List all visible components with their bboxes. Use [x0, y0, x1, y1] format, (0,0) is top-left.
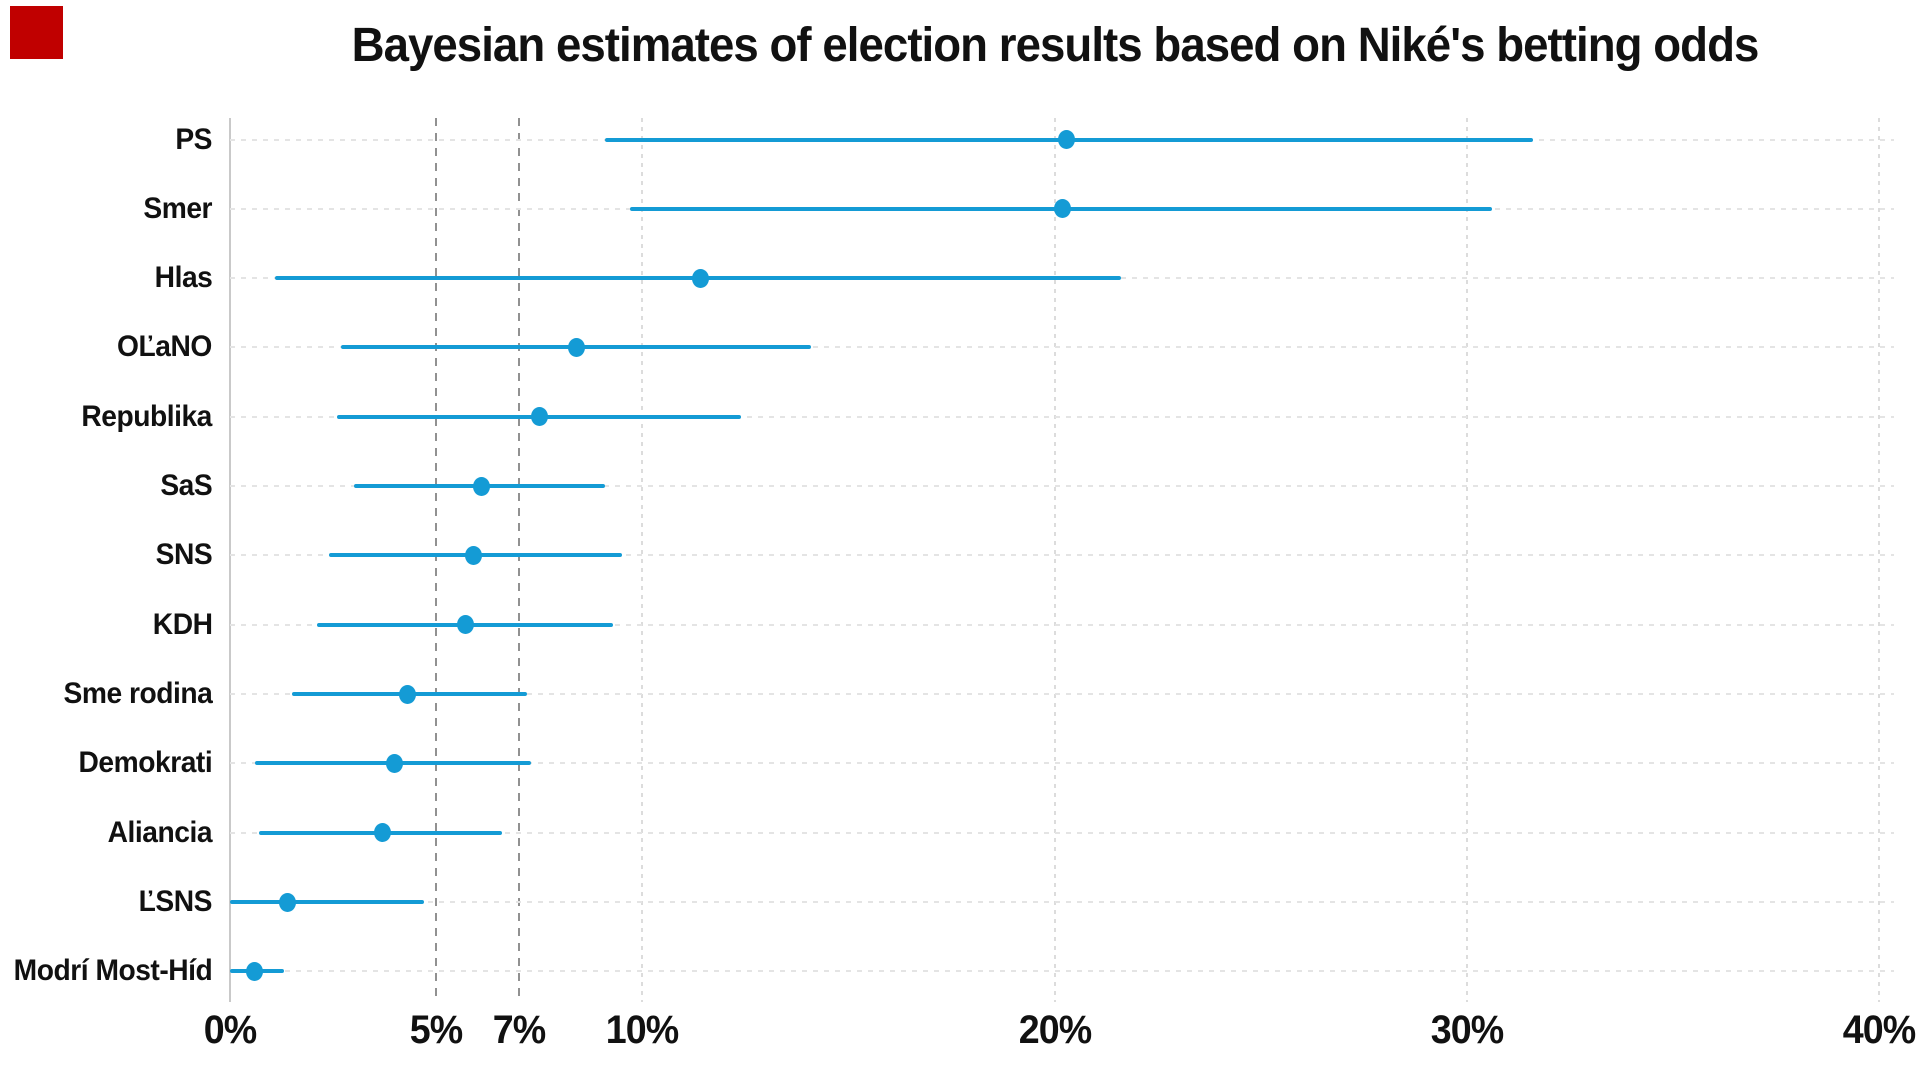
x-tick-label: 20%: [1018, 1008, 1091, 1052]
row-gridline: [230, 554, 1894, 557]
row-gridline: [230, 415, 1894, 418]
estimate-dot: [279, 892, 297, 912]
party-label: Hlas: [154, 261, 212, 295]
party-label: Smer: [143, 191, 212, 225]
red-marker-square: [10, 6, 63, 59]
party-label: Demokrati: [78, 746, 212, 780]
estimate-dot: [530, 407, 548, 427]
estimate-dot: [456, 615, 474, 635]
row-gridline: [230, 623, 1894, 626]
party-label: OĽaNO: [117, 330, 212, 364]
party-label: ĽSNS: [138, 885, 213, 919]
major-gridline: [641, 118, 644, 1002]
x-tick-label: 10%: [606, 1008, 679, 1052]
estimate-dot: [386, 753, 404, 773]
major-gridline: [1465, 118, 1468, 1002]
party-label: Modrí Most-Híd: [13, 954, 212, 988]
estimate-dot: [1058, 130, 1076, 149]
estimate-dot: [1054, 199, 1072, 219]
party-label: Republika: [81, 399, 212, 433]
row-gridline: [230, 762, 1894, 765]
x-tick-label: 0%: [203, 1008, 257, 1052]
party-label: Aliancia: [107, 815, 213, 849]
x-tick-label: 5%: [409, 1008, 463, 1052]
party-label: KDH: [152, 607, 212, 641]
estimate-dot: [398, 684, 416, 704]
threshold-gridline: [517, 118, 520, 1002]
x-tick-label: 40%: [1842, 1008, 1916, 1052]
party-label: SaS: [160, 469, 212, 503]
party-label: SNS: [155, 538, 212, 572]
row-gridline: [230, 485, 1894, 488]
row-gridline: [230, 970, 1894, 973]
estimate-dot: [246, 961, 264, 981]
estimate-dot: [691, 268, 709, 288]
x-tick-label: 30%: [1430, 1008, 1504, 1052]
estimate-dot: [374, 823, 392, 843]
row-gridline: [230, 346, 1894, 349]
row-gridline: [230, 901, 1894, 904]
confidence-interval-line: [230, 900, 424, 905]
row-gridline: [230, 831, 1894, 834]
major-gridline: [1053, 118, 1056, 1002]
estimate-dot: [464, 545, 482, 565]
estimate-dot: [567, 337, 585, 357]
threshold-gridline: [435, 118, 438, 1002]
major-gridline: [1878, 118, 1881, 1002]
estimate-dot: [473, 476, 490, 496]
party-label: Sme rodina: [63, 677, 212, 711]
row-gridline: [230, 693, 1894, 696]
x-tick-label: 7%: [492, 1008, 545, 1052]
y-axis-line: [229, 118, 231, 1002]
chart-title: Bayesian estimates of election results b…: [351, 19, 1760, 72]
party-label: PS: [175, 122, 212, 156]
